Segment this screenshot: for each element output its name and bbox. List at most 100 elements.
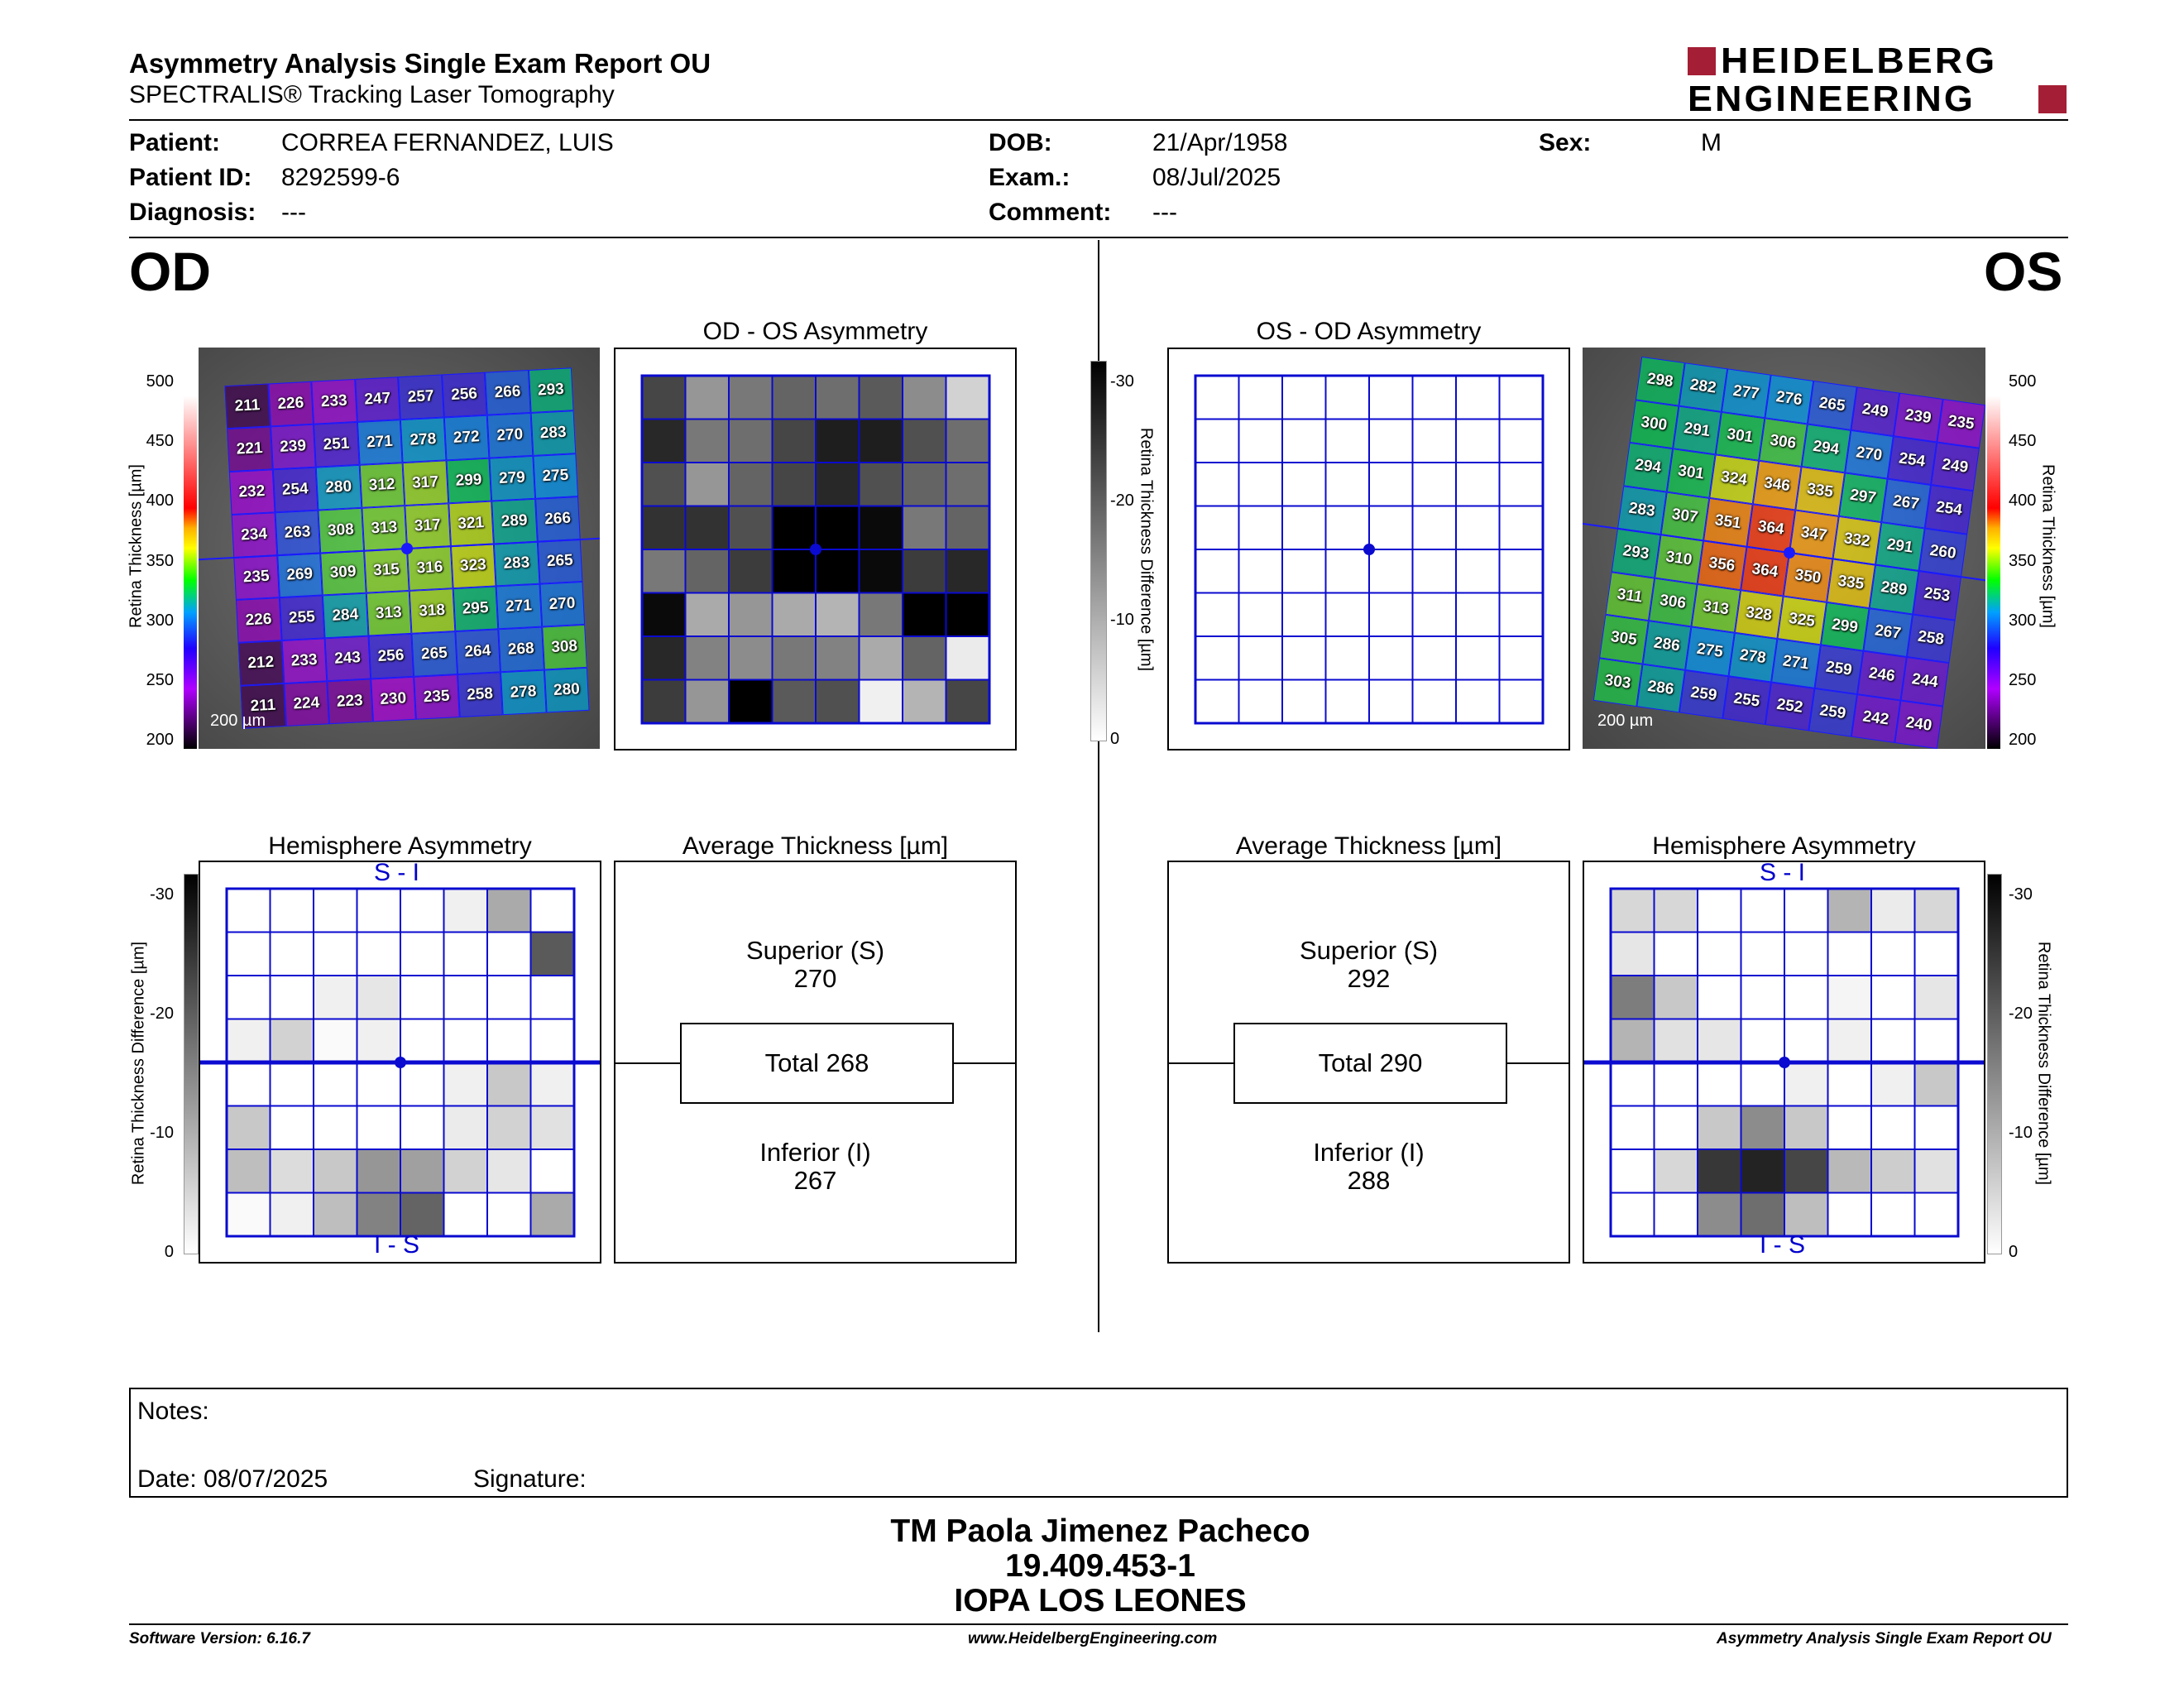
os-od-asym-cell xyxy=(1368,549,1414,594)
os-thickness-value: 255 xyxy=(1732,689,1761,711)
date-label: Date: 08/07/2025 xyxy=(137,1465,328,1493)
os-hemi-cell xyxy=(1827,931,1872,976)
od-thickness-value: 283 xyxy=(539,423,568,443)
os-od-asym-cell xyxy=(1368,679,1414,724)
od-os-asym-cell xyxy=(771,679,817,724)
os-thickness-value: 306 xyxy=(1658,591,1688,612)
os-od-asym-cell xyxy=(1281,635,1327,681)
os-hemi-cell xyxy=(1784,931,1829,976)
os-od-asym-cell xyxy=(1498,549,1544,594)
comment-value: --- xyxy=(1152,199,1177,226)
os-thickness-tick: 250 xyxy=(2009,670,2037,689)
od-thickness-value: 323 xyxy=(459,556,487,576)
od-os-asym-cell xyxy=(858,549,903,594)
os-hemi-cell xyxy=(1610,1105,1655,1150)
os-od-asym-cell xyxy=(1411,418,1457,463)
od-os-asym-cell xyxy=(815,679,860,724)
od-thickness-value: 212 xyxy=(247,653,275,673)
os-thickness-tick: 450 xyxy=(2009,432,2037,451)
od-thickness-value: 239 xyxy=(279,437,307,456)
os-thickness-value: 259 xyxy=(1818,701,1847,723)
od-os-asym-cell xyxy=(815,462,860,507)
os-thickness-value: 310 xyxy=(1664,548,1693,569)
os-hemi-cell xyxy=(1784,1192,1829,1237)
od-os-asym-cell xyxy=(684,549,730,594)
os-hemi-cell xyxy=(1697,888,1742,933)
od-hemi-cell xyxy=(313,1192,358,1237)
od-os-asym-cell xyxy=(815,418,860,463)
od-thickness-value: 313 xyxy=(375,603,403,623)
od-hemi-cell xyxy=(529,1105,575,1150)
os-hemi-cell xyxy=(1697,1018,1742,1063)
center-divider xyxy=(1098,240,1099,1332)
od-hemi-cell xyxy=(356,1149,401,1194)
od-hemi-cell xyxy=(486,931,532,976)
od-os-asym-cell xyxy=(902,549,947,594)
os-s-i-label: S - I xyxy=(1760,859,1806,886)
od-os-asym-cell xyxy=(771,375,817,420)
patient-value: CORREA FERNANDEZ, LUIS xyxy=(281,129,614,156)
os-thickness-value: 282 xyxy=(1688,376,1717,397)
od-hemi-cell xyxy=(226,1105,271,1150)
os-thickness-value: 325 xyxy=(1787,609,1817,631)
os-hemi-tick: -10 xyxy=(2009,1124,2033,1142)
od-thickness-value: 235 xyxy=(242,568,271,587)
os-thickness-value: 291 xyxy=(1885,535,1914,557)
od-os-asym-cell xyxy=(858,679,903,724)
os-od-asym-cell xyxy=(1498,418,1544,463)
od-os-asym-cell xyxy=(641,462,687,507)
os-hemi-cell xyxy=(1610,888,1655,933)
od-i-s-label: I - S xyxy=(374,1231,420,1259)
os-od-asym-cell xyxy=(1498,679,1544,724)
signer-name: TM Paola Jimenez Pacheco xyxy=(890,1513,1310,1549)
os-hemi-cell xyxy=(1697,1105,1742,1150)
os-thickness-value: 324 xyxy=(1719,468,1749,490)
od-thickness-value: 232 xyxy=(238,482,266,501)
od-hemi-cell xyxy=(269,1192,314,1237)
od-hemi-cell xyxy=(356,1062,401,1107)
od-fovea-dot xyxy=(400,542,414,554)
od-os-asym-cell xyxy=(641,375,687,420)
od-os-asym-cell xyxy=(771,592,817,637)
od-hemi-cell xyxy=(400,1192,445,1237)
os-od-asym-cell xyxy=(1455,635,1501,681)
sex-label: Sex: xyxy=(1539,129,1592,156)
os-od-asym-cell xyxy=(1498,635,1544,681)
os-thickness-value: 277 xyxy=(1731,381,1760,404)
patient-id-value: 8292599-6 xyxy=(281,164,400,191)
od-thickness-value: 243 xyxy=(333,649,362,668)
os-od-asym-cell xyxy=(1368,462,1414,507)
od-os-asym-cell xyxy=(815,375,860,420)
od-thickness-value: 321 xyxy=(457,513,485,533)
od-thickness-value: 224 xyxy=(293,693,320,713)
os-thickness-value: 235 xyxy=(1947,412,1976,434)
od-hemi-cell xyxy=(356,1105,401,1150)
os-thickness-tick: 350 xyxy=(2009,551,2037,570)
os-thickness-colorbar xyxy=(1987,348,2000,749)
os-od-asym-cell xyxy=(1324,592,1370,637)
od-hemi-cell xyxy=(269,1105,314,1150)
od-thickness-value: 211 xyxy=(234,396,261,415)
od-hemi-cell xyxy=(443,1192,488,1237)
od-thickness-colorbar xyxy=(184,348,197,749)
od-hemi-cell xyxy=(400,975,445,1020)
footer-report-name: Asymmetry Analysis Single Exam Report OU xyxy=(1717,1630,2052,1647)
od-thickness-value: 278 xyxy=(510,683,537,702)
os-thickness-value: 258 xyxy=(1916,627,1946,649)
od-hemi-cell xyxy=(356,975,401,1020)
os-hemi-cell xyxy=(1610,1018,1655,1063)
website-link[interactable]: www.HeidelbergEngineering.com xyxy=(968,1630,1218,1647)
os-od-asym-cell xyxy=(1281,462,1327,507)
os-hemi-cell xyxy=(1740,1149,1785,1194)
os-hemi-cell xyxy=(1913,1105,1959,1150)
os-hemi-cell xyxy=(1870,1018,1916,1063)
os-od-asym-cell xyxy=(1498,375,1544,420)
os-thickness-value: 270 xyxy=(1855,443,1884,465)
od-os-asym-cell xyxy=(902,505,947,550)
os-hemi-cell xyxy=(1740,975,1785,1020)
os-superior-label: Superior (S) xyxy=(1299,936,1439,965)
od-hemi-cell xyxy=(226,1149,271,1194)
os-thickness-value: 249 xyxy=(1941,455,1970,477)
od-hemi-title: Hemisphere Asymmetry xyxy=(268,832,532,860)
od-os-asym-cell xyxy=(684,462,730,507)
